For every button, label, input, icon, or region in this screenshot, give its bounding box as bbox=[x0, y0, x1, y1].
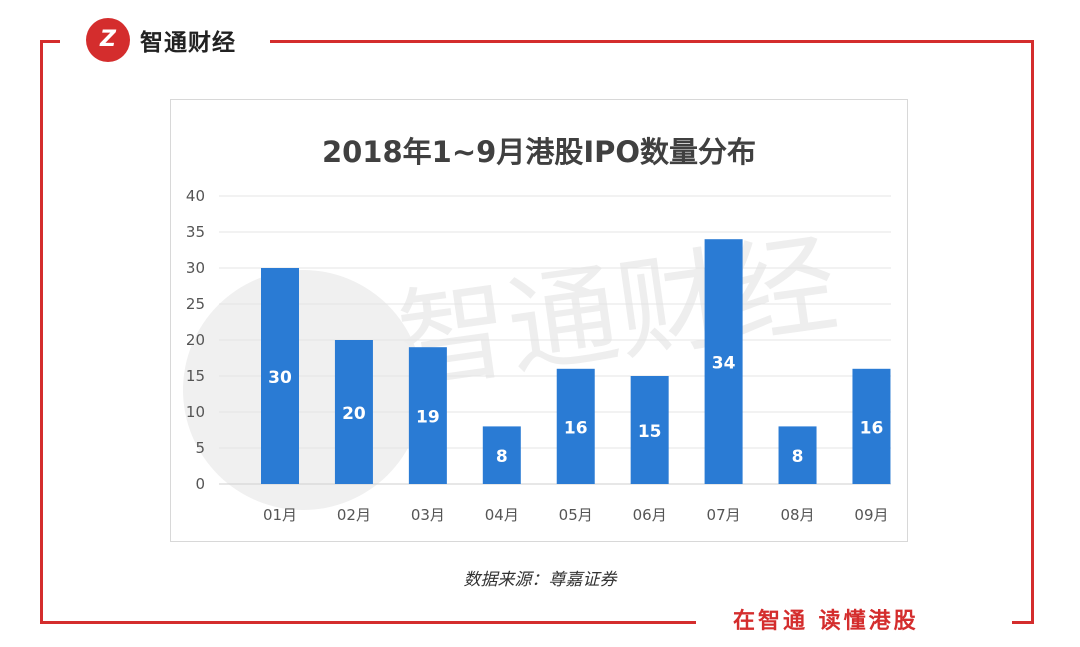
y-axis: 0 5 10 15 20 25 30 35 40 bbox=[186, 187, 205, 493]
data-label: 16 bbox=[564, 418, 588, 438]
bar bbox=[556, 368, 595, 484]
y-tick-label: 30 bbox=[186, 259, 205, 277]
y-tick-label: 20 bbox=[186, 331, 205, 349]
bar bbox=[482, 426, 521, 484]
frame-bottom-right bbox=[1012, 621, 1034, 624]
chart-panel: 智通财经 2018年1~9月港股IPO数量分布 0 5 10 15 20 25 30 35 40… bbox=[170, 99, 908, 542]
brand-name: 智通财经 bbox=[140, 30, 236, 56]
y-tick-label: 10 bbox=[186, 403, 205, 421]
x-tick-label: 07月 bbox=[707, 506, 741, 524]
brand-logo-icon: Z bbox=[86, 18, 130, 62]
source-note: 数据来源：尊嘉证券 bbox=[463, 570, 617, 590]
data-label: 15 bbox=[638, 422, 662, 442]
data-label: 34 bbox=[712, 354, 736, 374]
bar bbox=[334, 340, 373, 484]
x-axis: 01月 02月 03月 04月 05月 06月 07月 08月 09月 bbox=[263, 506, 889, 524]
frame-top-right bbox=[270, 40, 1034, 43]
y-tick-label: 5 bbox=[195, 439, 205, 457]
data-label: 19 bbox=[416, 408, 440, 428]
bar bbox=[630, 376, 669, 484]
frame-left bbox=[40, 40, 43, 624]
x-tick-label: 01月 bbox=[263, 506, 297, 524]
y-tick-label: 25 bbox=[186, 295, 205, 313]
y-tick-label: 40 bbox=[186, 187, 205, 205]
bar bbox=[261, 268, 299, 484]
bar-chart: 智通财经 2018年1~9月港股IPO数量分布 0 5 10 15 20 25 30 35 40… bbox=[183, 135, 891, 524]
frame-bottom-left bbox=[40, 621, 696, 624]
brand-logo-text: Z bbox=[100, 27, 116, 52]
data-label: 30 bbox=[268, 368, 292, 388]
x-tick-label: 06月 bbox=[633, 506, 667, 524]
brand-header: Z 智通财经 bbox=[86, 18, 236, 62]
slogan: 在智通 读懂港股 bbox=[733, 609, 919, 634]
x-tick-label: 08月 bbox=[780, 506, 814, 524]
frame-right bbox=[1031, 40, 1034, 624]
bar bbox=[408, 347, 447, 484]
data-label: 8 bbox=[496, 447, 508, 467]
watermark-logo-icon bbox=[183, 270, 423, 510]
y-tick-label: 0 bbox=[195, 475, 205, 493]
data-label: 16 bbox=[860, 418, 884, 438]
data-label: 8 bbox=[792, 447, 804, 467]
x-tick-label: 09月 bbox=[854, 506, 888, 524]
x-tick-label: 03月 bbox=[411, 506, 445, 524]
bar bbox=[852, 368, 891, 484]
bars: 30 20 19 8 16 15 34 8 16 bbox=[261, 239, 891, 484]
y-tick-label: 15 bbox=[186, 367, 205, 385]
x-tick-label: 02月 bbox=[337, 506, 371, 524]
bar bbox=[778, 426, 817, 484]
data-label: 20 bbox=[342, 404, 366, 424]
y-tick-label: 35 bbox=[186, 223, 205, 241]
chart-title: 2018年1~9月港股IPO数量分布 bbox=[322, 135, 756, 169]
bar bbox=[704, 239, 743, 484]
x-tick-label: 04月 bbox=[485, 506, 519, 524]
x-tick-label: 05月 bbox=[559, 506, 593, 524]
frame-top-left bbox=[40, 40, 60, 43]
watermark-text: 智通财经 bbox=[391, 219, 845, 407]
